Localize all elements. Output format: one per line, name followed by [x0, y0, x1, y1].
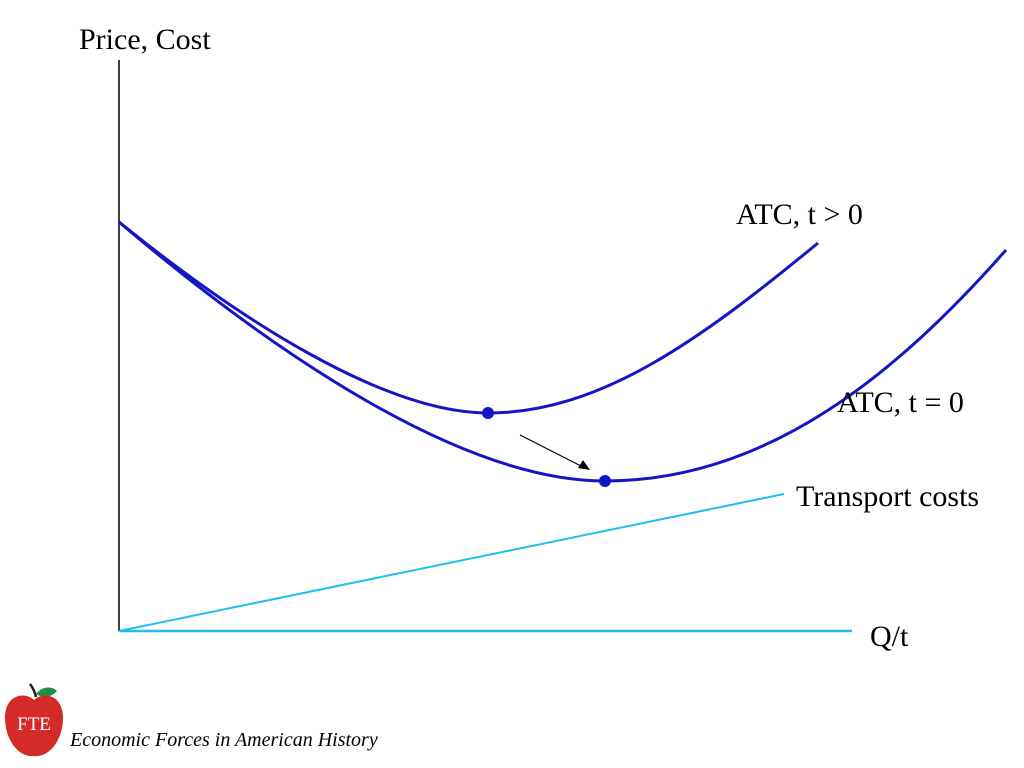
logo-text: FTE [17, 714, 51, 735]
atc-low-minimum-point [599, 475, 611, 487]
shift-arrow [519, 434, 582, 467]
apple-stem [28, 683, 38, 698]
atc-high-label: ATC, t > 0 [736, 198, 863, 231]
atc-low-label: ATC, t = 0 [837, 386, 964, 419]
transport-costs-label: Transport costs [796, 480, 980, 513]
footer-caption: Economic Forces in American History [70, 729, 378, 751]
apple-leaf [36, 687, 57, 697]
x-axis-label: Q/t [870, 620, 909, 653]
transport-cost-line [118, 493, 785, 632]
atc-curve-with-transport [118, 220, 819, 415]
apple-body [5, 695, 63, 757]
atc-curve-no-transport [118, 220, 1008, 483]
atc-high-minimum-point [482, 407, 494, 419]
y-axis-label: Price, Cost [79, 23, 211, 56]
shift-arrow-head [578, 460, 590, 470]
fte-apple-logo: FTE [5, 683, 63, 757]
